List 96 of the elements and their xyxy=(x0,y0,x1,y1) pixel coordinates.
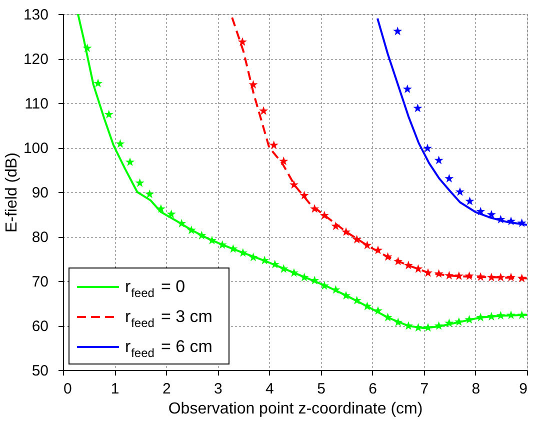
point xyxy=(331,222,340,230)
point xyxy=(424,268,433,277)
point xyxy=(207,236,216,244)
point xyxy=(300,190,309,200)
point xyxy=(289,180,298,189)
point xyxy=(135,178,144,187)
point xyxy=(186,226,196,234)
point xyxy=(289,268,298,277)
point xyxy=(393,26,402,36)
point xyxy=(82,44,92,52)
x-tick-label: 9 xyxy=(519,380,528,398)
point xyxy=(94,78,103,88)
y-tick-label: 80 xyxy=(32,229,48,246)
y-tick-label: 90 xyxy=(32,184,48,202)
point xyxy=(444,174,454,182)
x-tick-label: 5 xyxy=(317,380,326,398)
point xyxy=(145,189,154,198)
point xyxy=(402,84,412,94)
x-tick-label: 6 xyxy=(368,380,378,398)
point xyxy=(279,264,288,273)
y-tick-label: 110 xyxy=(24,96,48,112)
x-tick-label: 1 xyxy=(110,380,120,398)
point xyxy=(434,321,444,330)
y-tick-label: 120 xyxy=(23,51,48,68)
point xyxy=(486,312,496,320)
point xyxy=(116,139,125,148)
point xyxy=(320,281,329,290)
y-tick-label: 70 xyxy=(32,274,48,290)
point xyxy=(238,248,248,257)
point xyxy=(310,204,320,213)
point xyxy=(517,218,526,227)
x-tick-label: 3 xyxy=(214,380,222,398)
x-tick-label: 2 xyxy=(162,380,171,398)
point xyxy=(506,310,516,320)
point xyxy=(486,272,496,282)
point xyxy=(342,227,351,236)
x-tick-label: 4 xyxy=(266,380,274,398)
point xyxy=(476,272,486,281)
point xyxy=(394,256,403,266)
line-series xyxy=(376,17,527,226)
point xyxy=(454,271,464,280)
x-tick-label: 0 xyxy=(64,380,72,398)
x-tick-label: 8 xyxy=(472,380,480,398)
y-tick-label: 60 xyxy=(32,318,48,335)
point xyxy=(320,210,329,220)
y-axis-title: E-field (dB) xyxy=(3,152,20,233)
point xyxy=(464,314,474,324)
point xyxy=(506,216,516,226)
point xyxy=(496,214,506,224)
point xyxy=(352,234,362,244)
point xyxy=(342,290,351,300)
point xyxy=(383,312,392,322)
point xyxy=(404,260,413,270)
point xyxy=(434,269,444,278)
point xyxy=(517,310,526,320)
point xyxy=(248,80,258,89)
point xyxy=(259,106,268,115)
point xyxy=(197,230,206,240)
point xyxy=(413,104,422,112)
point xyxy=(279,156,288,166)
point xyxy=(126,157,135,166)
point xyxy=(166,210,176,218)
point xyxy=(506,272,516,282)
point xyxy=(434,156,444,164)
point xyxy=(486,210,496,219)
point xyxy=(238,37,247,46)
point xyxy=(517,274,526,282)
point xyxy=(269,140,278,150)
x-tick-label: 7 xyxy=(420,380,429,398)
point xyxy=(383,252,392,261)
y-tick-label: 50 xyxy=(32,362,48,380)
point xyxy=(444,270,454,280)
point xyxy=(455,187,464,196)
point xyxy=(496,272,506,282)
point xyxy=(248,252,258,262)
y-tick-label: 100 xyxy=(23,140,48,157)
point xyxy=(300,272,309,282)
point xyxy=(424,322,433,332)
y-tick-label: 130 xyxy=(23,6,48,24)
point xyxy=(104,110,114,118)
point xyxy=(218,240,227,249)
point xyxy=(476,206,486,216)
point xyxy=(177,218,186,228)
point xyxy=(476,312,486,322)
point xyxy=(464,271,474,280)
point xyxy=(362,240,372,250)
point xyxy=(465,196,474,206)
point xyxy=(362,302,372,310)
point xyxy=(374,246,383,254)
point xyxy=(394,318,403,326)
point xyxy=(374,306,383,315)
point xyxy=(454,317,464,326)
point xyxy=(444,318,454,328)
x-axis-title: Observation point z-coordinate (cm) xyxy=(168,400,423,418)
point xyxy=(422,144,432,152)
point xyxy=(496,310,506,320)
